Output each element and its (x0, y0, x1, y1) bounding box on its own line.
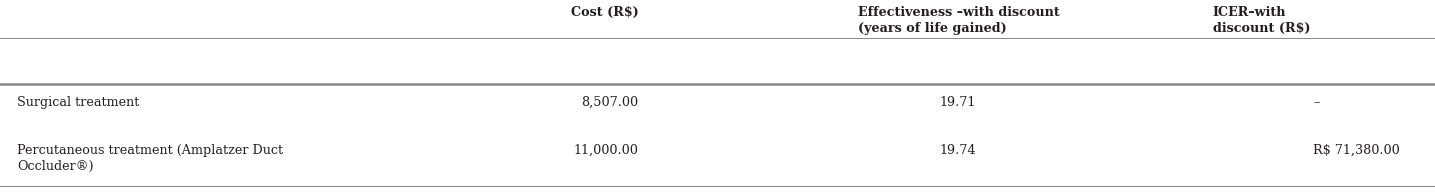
Text: Percutaneous treatment (Amplatzer Duct
Occluder®): Percutaneous treatment (Amplatzer Duct O… (17, 144, 283, 173)
Text: 11,000.00: 11,000.00 (574, 144, 639, 157)
Text: 19.74: 19.74 (940, 144, 976, 157)
Text: ICER–with
discount (R$): ICER–with discount (R$) (1213, 6, 1310, 35)
Text: 19.71: 19.71 (940, 96, 976, 109)
Text: Surgical treatment: Surgical treatment (17, 96, 139, 109)
Text: Effectiveness –with discount
(years of life gained): Effectiveness –with discount (years of l… (858, 6, 1060, 35)
Text: 8,507.00: 8,507.00 (581, 96, 639, 109)
Text: R$ 71,380.00: R$ 71,380.00 (1313, 144, 1399, 157)
Text: –: – (1313, 96, 1319, 109)
Text: Cost (R$): Cost (R$) (571, 6, 639, 19)
